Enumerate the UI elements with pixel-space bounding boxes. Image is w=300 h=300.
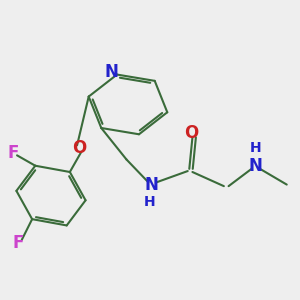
Text: H: H [250,141,261,155]
Text: N: N [104,63,118,81]
Text: O: O [72,140,86,158]
Text: F: F [8,144,19,162]
Text: N: N [248,157,262,175]
Text: H: H [144,195,156,209]
Text: N: N [145,176,158,194]
Text: O: O [184,124,198,142]
Text: F: F [12,234,24,252]
